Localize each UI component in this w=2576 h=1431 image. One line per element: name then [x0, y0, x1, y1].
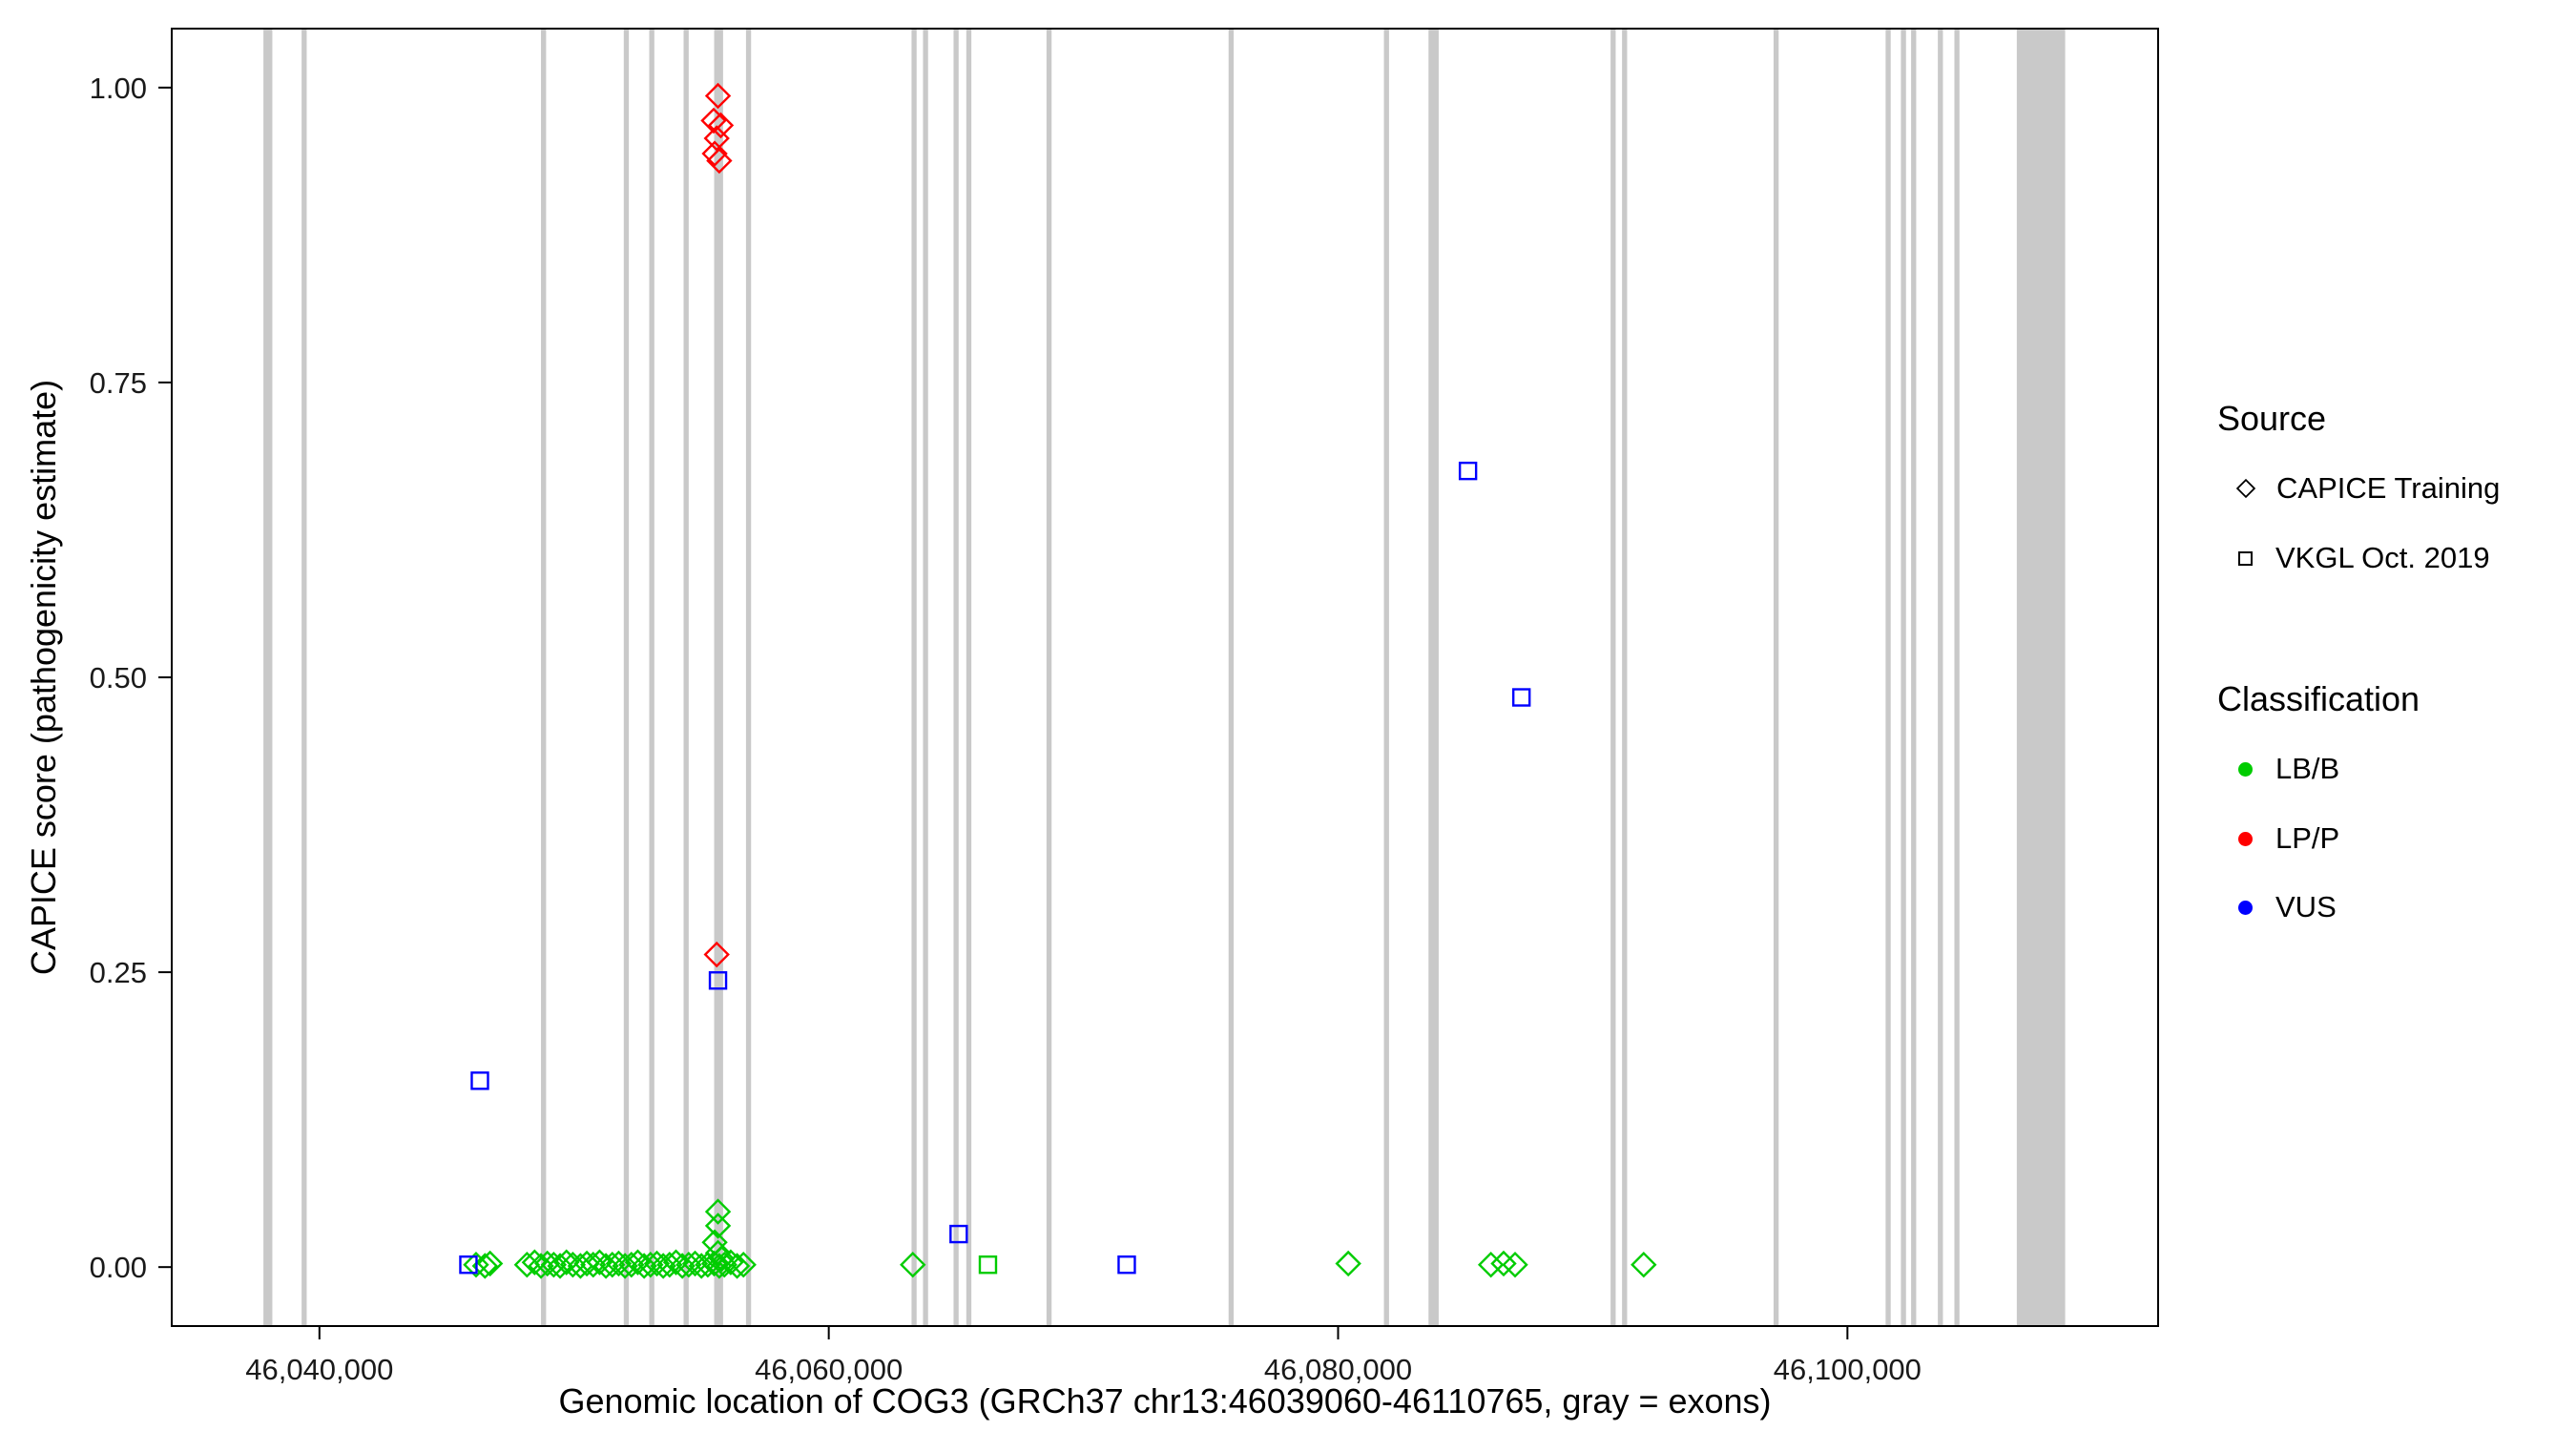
x-tick-label: 46,040,000: [245, 1353, 393, 1386]
red-dot-icon: [2238, 831, 2253, 846]
data-point-diamond: [540, 1252, 568, 1278]
data-point-diamond: [669, 1253, 696, 1279]
x-tick-label: 46,100,000: [1774, 1353, 1922, 1386]
exon-bar: [2016, 29, 2066, 1326]
legend-item-lpp: LP/P: [2238, 821, 2339, 856]
data-point-square: [1458, 461, 1478, 481]
legend-item-capice-training: CAPICE Training: [2235, 471, 2501, 506]
data-point-square: [708, 971, 728, 990]
data-point-square: [949, 1224, 968, 1244]
data-point-diamond: [612, 1253, 638, 1279]
exon-bar: [1773, 29, 1779, 1326]
exon-bar: [1622, 29, 1628, 1326]
legend-item-lbb: LB/B: [2238, 752, 2339, 786]
exon-bar: [745, 29, 752, 1326]
exon-bar: [1383, 29, 1389, 1326]
x-axis-title: Genomic location of COG3 (GRCh37 chr13:4…: [558, 1381, 1772, 1421]
data-point-diamond: [900, 1252, 926, 1278]
data-point-diamond: [706, 147, 733, 175]
legend-item-label: LB/B: [2275, 752, 2340, 785]
data-point-diamond: [730, 1252, 757, 1278]
data-point-diamond: [700, 107, 727, 135]
data-point-square: [1117, 1255, 1136, 1275]
exon-bar: [714, 29, 723, 1326]
data-point-square: [459, 1255, 478, 1275]
y-tick-label: 0.50: [90, 661, 147, 695]
x-tick-label: 46,080,000: [1264, 1353, 1412, 1386]
data-point-diamond: [707, 112, 735, 139]
diamond-icon: [2235, 478, 2256, 499]
data-point-diamond: [1490, 1250, 1517, 1277]
data-point-diamond: [528, 1253, 554, 1279]
data-point-diamond: [553, 1249, 580, 1275]
data-point-diamond: [476, 1250, 504, 1277]
exon-bar: [1938, 29, 1943, 1326]
data-point-diamond: [703, 125, 730, 152]
legend-item-vkgl: VKGL Oct. 2019: [2238, 541, 2490, 575]
legend-item-label: VUS: [2275, 890, 2337, 923]
data-point-diamond: [708, 1245, 736, 1273]
data-point-diamond: [704, 82, 732, 110]
exon-bar: [953, 29, 959, 1326]
legend-item-label: LP/P: [2275, 821, 2340, 855]
exon-bar: [1046, 29, 1052, 1326]
exon-bar: [301, 29, 307, 1326]
data-point-diamond: [631, 1253, 657, 1279]
exon-bar: [1954, 29, 1960, 1326]
data-point-diamond: [704, 1198, 732, 1225]
data-point-diamond: [559, 1252, 587, 1278]
exon-bar: [1610, 29, 1616, 1326]
legend-item-label: CAPICE Training: [2276, 471, 2501, 505]
exon-bar: [1228, 29, 1235, 1326]
exon-bar: [923, 29, 928, 1326]
data-point-diamond: [723, 1253, 751, 1279]
data-point-square: [470, 1071, 489, 1090]
square-icon: [2238, 550, 2253, 566]
data-point-diamond: [688, 1253, 715, 1279]
exon-bar: [1885, 29, 1891, 1326]
panel-border: [171, 28, 2159, 1327]
legend-item-label: VKGL Oct. 2019: [2275, 541, 2490, 574]
data-point-diamond: [704, 1213, 732, 1239]
exon-bar: [541, 29, 547, 1326]
data-point-diamond: [1477, 1252, 1505, 1278]
data-point-diamond: [1631, 1252, 1657, 1278]
exon-bar: [911, 29, 917, 1326]
data-point-diamond: [650, 1253, 676, 1279]
exon-bar: [1911, 29, 1917, 1326]
data-point-diamond: [703, 941, 730, 968]
exon-bar: [1428, 29, 1439, 1326]
y-tick-label: 0.25: [90, 956, 147, 989]
legend-classification-title: Classification: [2217, 679, 2420, 718]
data-point-diamond: [463, 1252, 489, 1278]
data-point-diamond: [592, 1253, 619, 1279]
blue-dot-icon: [2238, 900, 2253, 915]
legend-item-vus: VUS: [2238, 890, 2337, 924]
exon-bar: [966, 29, 972, 1326]
exon-bar: [649, 29, 654, 1326]
y-tick-label: 0.00: [90, 1251, 147, 1284]
data-point-diamond: [1502, 1252, 1528, 1278]
data-point-square: [1511, 688, 1531, 707]
data-point-diamond: [706, 1253, 733, 1279]
y-tick-label: 1.00: [90, 72, 147, 105]
y-axis-title: CAPICE score (pathogenicity estimate): [24, 379, 63, 976]
exon-bar: [1901, 29, 1906, 1326]
exon-bar: [263, 29, 273, 1326]
data-point-diamond: [1335, 1250, 1361, 1277]
x-tick-label: 46,060,000: [755, 1353, 903, 1386]
exon-bar: [623, 29, 630, 1326]
data-point-diamond: [701, 140, 728, 167]
data-point-diamond: [547, 1253, 573, 1279]
exon-bar: [683, 29, 689, 1326]
data-point-square: [978, 1255, 998, 1275]
data-point-diamond: [573, 1250, 600, 1277]
legend-source-title: Source: [2217, 399, 2327, 438]
green-dot-icon: [2238, 761, 2253, 777]
y-tick-label: 0.75: [90, 366, 147, 400]
